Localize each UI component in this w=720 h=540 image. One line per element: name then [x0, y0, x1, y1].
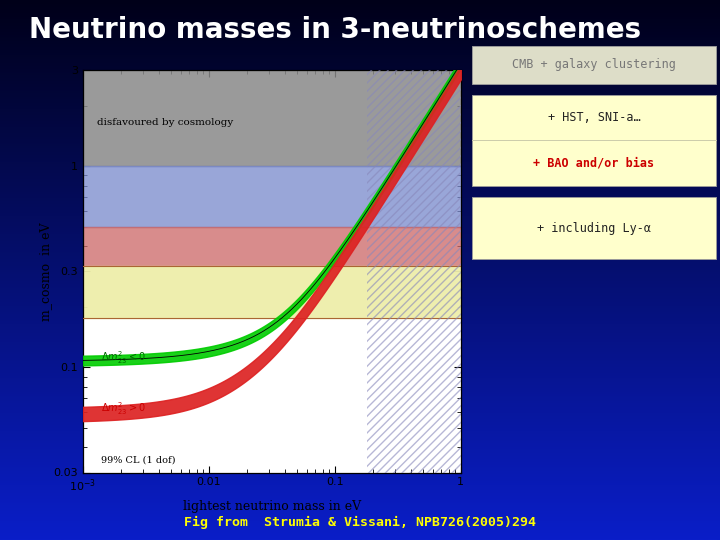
Text: 99% CL (1 dof): 99% CL (1 dof)	[102, 456, 176, 465]
Text: + BAO and/or bias: + BAO and/or bias	[534, 157, 654, 170]
Y-axis label: m_cosmo  in eV: m_cosmo in eV	[39, 222, 52, 321]
FancyBboxPatch shape	[472, 197, 716, 259]
Text: Neutrino masses in 3-neutrinoschemes: Neutrino masses in 3-neutrinoschemes	[29, 16, 641, 44]
Text: CMB + galaxy clustering: CMB + galaxy clustering	[512, 58, 676, 71]
FancyBboxPatch shape	[472, 94, 716, 186]
Text: + including Ly-α: + including Ly-α	[537, 221, 651, 235]
Text: disfavoured by cosmology: disfavoured by cosmology	[97, 118, 233, 127]
Text: $\Delta m^2_{23} > 0$: $\Delta m^2_{23} > 0$	[102, 400, 146, 417]
Text: $\Delta m^2_{23} < 0$: $\Delta m^2_{23} < 0$	[102, 349, 146, 367]
Text: Fig from  Strumia & Vissani, NPB726(2005)294: Fig from Strumia & Vissani, NPB726(2005)…	[184, 516, 536, 529]
Text: + HST, SNI-a…: + HST, SNI-a…	[548, 111, 640, 124]
X-axis label: lightest neutrino mass in eV: lightest neutrino mass in eV	[183, 500, 361, 512]
FancyBboxPatch shape	[472, 46, 716, 84]
